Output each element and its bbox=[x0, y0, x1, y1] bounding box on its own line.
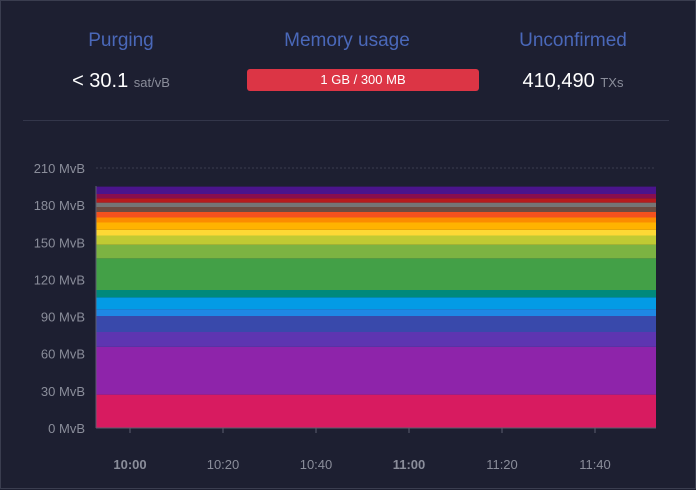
mempool-stats: Purging < 30.1 sat/vB Memory usage 1 GB … bbox=[1, 1, 696, 121]
purging-title: Purging bbox=[88, 30, 154, 51]
series-area-1 bbox=[96, 346, 656, 395]
purging-stat: Purging < 30.1 sat/vB bbox=[21, 29, 221, 96]
y-tick-label: 0 MvB bbox=[48, 421, 85, 436]
series-area-5 bbox=[96, 297, 656, 310]
x-tick-label: 10:00 bbox=[113, 457, 146, 472]
y-tick-label: 180 MvB bbox=[34, 198, 85, 213]
y-tick-label: 90 MvB bbox=[41, 310, 85, 325]
x-tick-label: 11:20 bbox=[486, 457, 518, 472]
y-tick-label: 150 MvB bbox=[34, 235, 85, 250]
series-area-11 bbox=[96, 222, 656, 230]
x-tick-label: 11:00 bbox=[393, 457, 426, 472]
memory-stat: Memory usage 1 GB / 300 MB bbox=[247, 29, 479, 91]
x-tick-label: 10:40 bbox=[300, 457, 333, 472]
memory-title: Memory usage bbox=[284, 30, 410, 51]
series-area-6 bbox=[96, 289, 656, 298]
unconfirmed-value: 410,490 bbox=[522, 70, 595, 92]
series-area-9 bbox=[96, 235, 656, 245]
divider bbox=[23, 120, 669, 121]
unconfirmed-stat: Unconfirmed 410,490 TXs bbox=[473, 29, 673, 96]
series-area-10 bbox=[96, 229, 656, 236]
series-area-16 bbox=[96, 198, 656, 203]
series-area-7 bbox=[96, 258, 656, 290]
series-area-12 bbox=[96, 217, 656, 223]
memory-usage-bar: 1 GB / 300 MB bbox=[247, 69, 479, 91]
series-area-15 bbox=[96, 202, 656, 207]
series-area-4 bbox=[96, 309, 656, 316]
series-area-2 bbox=[96, 332, 656, 347]
series-area-13 bbox=[96, 211, 656, 218]
series-area-8 bbox=[96, 244, 656, 259]
purging-unit: sat/vB bbox=[133, 75, 170, 90]
x-tick-label: 11:40 bbox=[579, 457, 611, 472]
series-area-17 bbox=[96, 194, 656, 199]
series-area-18 bbox=[96, 186, 656, 194]
series-area-3 bbox=[96, 315, 656, 333]
series-area-14 bbox=[96, 207, 656, 212]
unconfirmed-title: Unconfirmed bbox=[519, 30, 627, 51]
y-tick-label: 120 MvB bbox=[34, 272, 85, 287]
unconfirmed-unit: TXs bbox=[600, 75, 624, 90]
x-tick-label: 10:20 bbox=[207, 457, 240, 472]
purging-value: < 30.1 bbox=[72, 70, 129, 92]
y-tick-label: 30 MvB bbox=[41, 384, 85, 399]
series-area-0 bbox=[96, 394, 656, 428]
y-tick-label: 60 MvB bbox=[41, 347, 85, 362]
y-tick-label: 210 MvB bbox=[34, 161, 85, 176]
